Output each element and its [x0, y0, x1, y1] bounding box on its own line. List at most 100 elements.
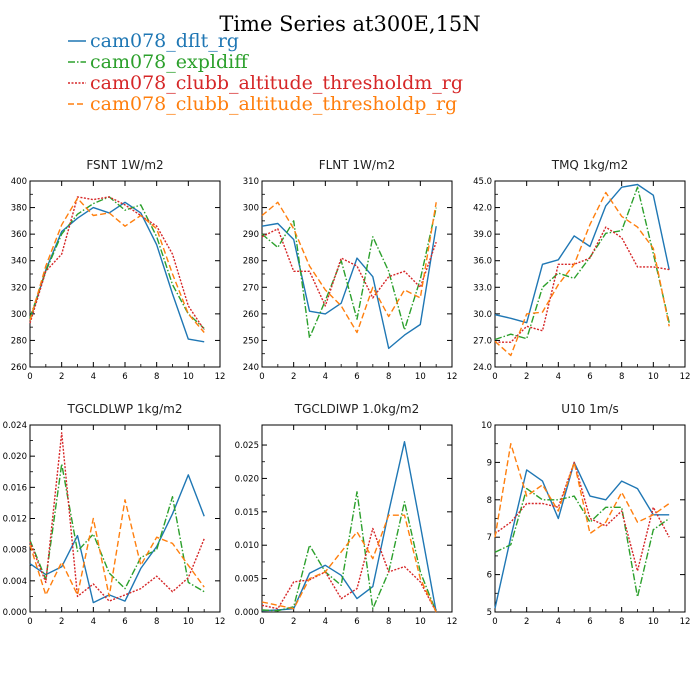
- x-tick-label: 10: [183, 372, 194, 382]
- y-tick-label: 0.000: [235, 608, 259, 618]
- x-tick-label: 12: [680, 372, 691, 382]
- series-line-cam078_expldiff: [494, 487, 670, 598]
- x-tick-label: 0: [27, 372, 32, 382]
- series-line-cam078_clubb_altitude_thresholdm_rg: [261, 527, 437, 613]
- y-tick-label: 0.004: [3, 577, 27, 587]
- y-tick-label: 0.008: [3, 546, 27, 556]
- series-line-cam078_dflt_rg: [494, 461, 670, 609]
- x-tick-label: 4: [91, 617, 96, 627]
- chart-panel-5: U10 1m/s 0 2 4 6 8 10 12 5 6 7 8 9 10: [481, 402, 690, 627]
- x-tick-label: 10: [415, 372, 426, 382]
- x-tick-label: 6: [354, 372, 359, 382]
- y-tick-label: 33.0: [473, 283, 492, 293]
- y-tick-label: 0.010: [235, 541, 259, 551]
- y-tick-label: 0.016: [3, 483, 27, 493]
- y-tick-label: 310: [243, 177, 259, 187]
- x-tick-label: 4: [323, 372, 328, 382]
- chart-panel-3: TGCLDLWP 1kg/m2 0 2 4 6 8 10 12 0.000 0.004 0.008 0…: [3, 402, 226, 627]
- y-tick-label: 300: [11, 310, 27, 320]
- legend-label-cam078_clubb_altitude_thresholdm_rg: cam078_clubb_altitude_thresholdm_rg: [90, 72, 463, 94]
- series-line-cam078_clubb_altitude_thresholdp_rg: [494, 191, 670, 357]
- panel-title: FLNT 1W/m2: [319, 158, 396, 172]
- x-tick-label: 0: [492, 372, 497, 382]
- series-line-cam078_expldiff: [29, 196, 205, 330]
- y-tick-label: 250: [243, 336, 259, 346]
- x-tick-label: 2: [524, 617, 529, 627]
- y-tick-label: 340: [11, 257, 27, 267]
- x-tick-label: 8: [154, 617, 159, 627]
- x-tick-label: 12: [447, 617, 458, 627]
- x-tick-label: 12: [215, 617, 226, 627]
- y-tick-label: 270: [243, 283, 259, 293]
- x-tick-label: 6: [122, 372, 127, 382]
- series-line-cam078_expldiff: [261, 207, 437, 339]
- series-line-cam078_clubb_altitude_thresholdm_rg: [29, 432, 205, 602]
- series-line-cam078_clubb_altitude_thresholdm_rg: [494, 461, 670, 572]
- series-line-cam078_clubb_altitude_thresholdp_rg: [261, 514, 437, 613]
- y-tick-label: 30.0: [473, 310, 492, 320]
- chart-panel-0: FSNT 1W/m2 0 2 4 6 8 10 12 260 280 300 320 340 360 380…: [11, 158, 226, 382]
- y-tick-label: 24.0: [473, 363, 492, 373]
- series-line-cam078_dflt_rg: [29, 201, 205, 343]
- series-line-cam078_expldiff: [29, 463, 205, 593]
- x-tick-label: 8: [619, 617, 624, 627]
- y-tick-label: 0.000: [3, 608, 27, 618]
- panel-title: FSNT 1W/m2: [86, 158, 163, 172]
- x-tick-label: 6: [587, 617, 592, 627]
- y-tick-label: 8: [487, 496, 492, 506]
- axes-frame: [29, 424, 221, 613]
- panel-title: TGCLDIWP 1.0kg/m2: [294, 402, 419, 416]
- series-line-cam078_expldiff: [494, 186, 670, 341]
- x-tick-label: 2: [291, 372, 296, 382]
- y-tick-label: 400: [11, 177, 27, 187]
- y-tick-label: 36.0: [473, 257, 492, 267]
- y-tick-label: 0.020: [3, 452, 27, 462]
- x-tick-label: 0: [492, 617, 497, 627]
- y-tick-label: 0.005: [235, 575, 259, 585]
- y-tick-label: 240: [243, 363, 259, 373]
- x-tick-label: 0: [259, 372, 264, 382]
- y-tick-label: 320: [11, 283, 27, 293]
- y-tick-label: 42.0: [473, 204, 492, 214]
- x-tick-label: 2: [59, 372, 64, 382]
- x-tick-label: 0: [259, 617, 264, 627]
- legend-label-cam078_expldiff: cam078_expldiff: [90, 51, 249, 73]
- chart-panel-1: FLNT 1W/m2 0 2 4 6 8 10 12 240 250 260 270 280 290 300…: [243, 158, 458, 382]
- series-line-cam078_clubb_altitude_thresholdp_rg: [29, 197, 205, 333]
- x-tick-label: 10: [415, 617, 426, 627]
- y-tick-label: 0.025: [235, 441, 259, 451]
- y-tick-label: 260: [243, 310, 259, 320]
- y-tick-label: 290: [243, 230, 259, 240]
- x-tick-label: 10: [183, 617, 194, 627]
- panels: FSNT 1W/m20 2 4 6 8 10 12260280300320340360380…: [3, 158, 691, 627]
- x-tick-label: 6: [122, 617, 127, 627]
- x-tick-label: 4: [556, 372, 561, 382]
- series-line-cam078_clubb_altitude_thresholdm_rg: [261, 228, 437, 307]
- y-tick-label: 7: [487, 533, 492, 543]
- x-tick-label: 8: [386, 617, 391, 627]
- y-tick-label: 10: [481, 421, 492, 431]
- figure-title: Time Series at300E,15N: [219, 12, 480, 36]
- x-tick-label: 8: [386, 372, 391, 382]
- y-tick-label: 380: [11, 204, 27, 214]
- legend: cam078_dflt_rgcam078_expldiffcam078_club…: [68, 30, 463, 115]
- x-tick-label: 12: [447, 372, 458, 382]
- axes-frame: [261, 180, 453, 368]
- y-tick-label: 300: [243, 204, 259, 214]
- series-line-cam078_dflt_rg: [29, 474, 205, 604]
- x-tick-label: 8: [154, 372, 159, 382]
- x-tick-label: 10: [648, 372, 659, 382]
- y-tick-label: 0.015: [235, 508, 259, 518]
- y-tick-label: 39.0: [473, 230, 492, 240]
- y-tick-label: 260: [11, 363, 27, 373]
- x-tick-label: 2: [59, 617, 64, 627]
- series-line-cam078_expldiff: [261, 491, 437, 613]
- y-tick-label: 280: [243, 257, 259, 267]
- y-tick-label: 0.012: [3, 515, 27, 525]
- y-tick-label: 6: [487, 571, 492, 581]
- x-tick-label: 8: [619, 372, 624, 382]
- x-tick-label: 12: [680, 617, 691, 627]
- x-tick-label: 6: [354, 617, 359, 627]
- series-line-cam078_clubb_altitude_thresholdm_rg: [29, 196, 205, 331]
- x-tick-label: 4: [556, 617, 561, 627]
